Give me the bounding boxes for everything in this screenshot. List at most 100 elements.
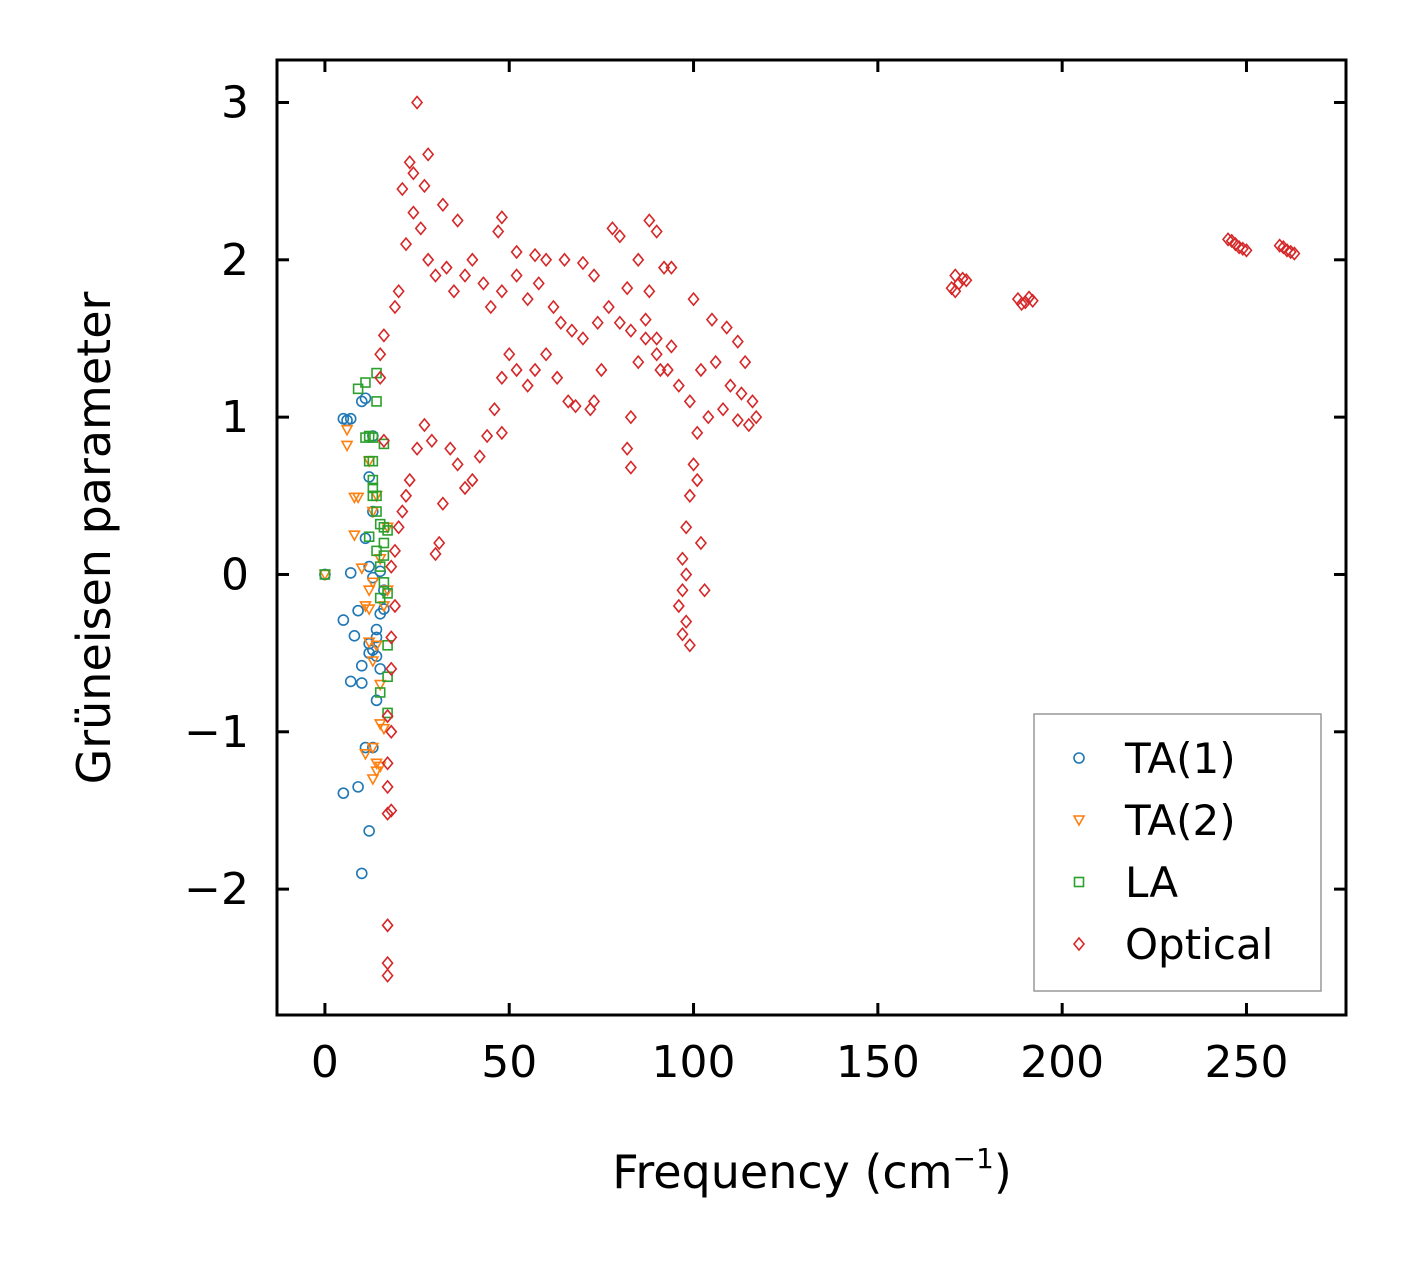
data-point [382, 639, 393, 651]
x-tick-label: 100 [652, 1037, 736, 1088]
y-tick-label: 1 [221, 392, 249, 443]
data-point [665, 339, 678, 354]
data-point [720, 320, 733, 335]
data-point [429, 268, 442, 283]
data-point [658, 260, 671, 275]
data-point [337, 787, 350, 799]
data-point [382, 707, 393, 719]
data-point [650, 346, 663, 362]
data-point [1284, 244, 1297, 260]
data-point [672, 378, 685, 393]
data-point [359, 392, 372, 405]
data-point [694, 362, 707, 378]
data-point [355, 867, 368, 880]
data-point [466, 472, 479, 488]
data-point [528, 247, 542, 263]
data-point [374, 687, 386, 698]
data-point [554, 315, 567, 330]
data-point [378, 577, 390, 588]
data-point [403, 472, 416, 488]
data-point [665, 260, 678, 275]
data-point [363, 825, 375, 837]
data-point [632, 252, 645, 268]
data-point [702, 409, 715, 425]
data-point [360, 432, 371, 443]
data-point [355, 677, 368, 689]
data-point [551, 370, 564, 386]
data-point [363, 560, 375, 573]
data-point [436, 496, 449, 511]
data-point [510, 244, 523, 260]
data-point [1240, 243, 1253, 258]
data-point [319, 569, 331, 580]
data-point [367, 432, 379, 443]
data-point [344, 567, 357, 579]
data-point [1022, 290, 1036, 305]
data-point [540, 252, 553, 268]
data-point [374, 370, 387, 386]
data-point [510, 268, 523, 283]
data-point [370, 640, 383, 652]
data-point [396, 504, 409, 519]
data-point [363, 430, 375, 442]
data-point [621, 280, 634, 296]
data-point [348, 530, 361, 542]
data-point [363, 471, 375, 483]
data-point [371, 545, 382, 557]
data-point [451, 457, 464, 472]
data-point [643, 284, 656, 299]
data-point [602, 299, 615, 315]
data-point [1233, 239, 1246, 255]
data-point [562, 394, 575, 409]
data-point [381, 779, 394, 795]
data-point [378, 537, 390, 549]
data-point [407, 205, 420, 220]
data-point [392, 520, 405, 535]
legend-marker-la [1073, 876, 1085, 888]
data-point [492, 224, 505, 239]
series-optical [374, 95, 1301, 983]
data-point [355, 395, 368, 408]
data-point [716, 402, 730, 417]
data-point [481, 428, 494, 444]
data-point [440, 260, 453, 275]
y-tick-label: 2 [221, 235, 249, 286]
data-point [676, 551, 689, 566]
data-point [381, 806, 394, 821]
y-tick-label: −2 [184, 864, 249, 915]
data-point [422, 147, 435, 162]
data-point [680, 614, 693, 629]
data-point [378, 521, 390, 533]
data-point [370, 766, 383, 778]
data-point [425, 433, 438, 448]
data-point [352, 781, 364, 793]
series-ta-1- [319, 392, 390, 880]
data-point [359, 601, 372, 613]
data-point [414, 221, 427, 236]
data-point [367, 482, 379, 494]
data-point [381, 918, 394, 933]
data-point [547, 299, 560, 315]
data-point [683, 488, 696, 504]
x-tick-label: 250 [1204, 1037, 1288, 1088]
data-point [591, 315, 604, 330]
data-point [540, 346, 553, 362]
data-point [367, 455, 379, 467]
data-point [381, 708, 394, 724]
data-point [698, 582, 711, 598]
data-point [503, 346, 516, 362]
data-point [340, 424, 354, 437]
data-point [587, 394, 601, 409]
data-point [1288, 246, 1301, 261]
data-point [374, 518, 386, 530]
x-axis-title-close: ) [994, 1145, 1012, 1199]
data-point [374, 592, 386, 604]
x-tick-label: 200 [1020, 1037, 1104, 1088]
data-point [1280, 243, 1294, 258]
data-point [458, 480, 472, 496]
data-point [378, 438, 390, 450]
data-point [366, 742, 380, 755]
legend-marker-ta-2- [1072, 815, 1086, 827]
data-point [388, 598, 401, 614]
data-point [576, 255, 589, 271]
